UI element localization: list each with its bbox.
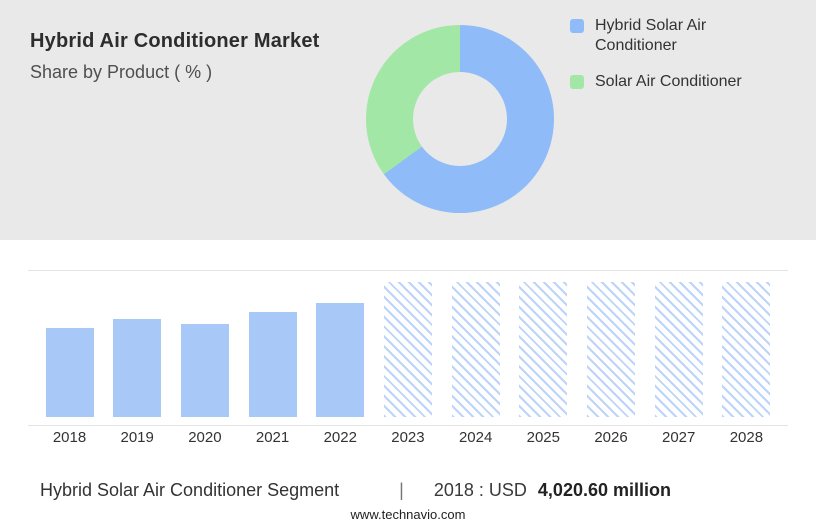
- bar-label: 2027: [662, 429, 696, 446]
- caption-value-group: 2018 : USD 4,020.60 million: [434, 480, 671, 501]
- bar-forecast: [383, 282, 432, 417]
- bar: [45, 328, 94, 417]
- bar-column: 2023: [374, 240, 441, 450]
- website-link: www.technavio.com: [350, 507, 466, 522]
- page-title: Hybrid Air Conditioner Market: [30, 30, 320, 52]
- bar-forecast: [519, 282, 568, 417]
- bar-forecast: [654, 282, 703, 417]
- caption-year-label: 2018 : USD: [433, 480, 527, 500]
- bar-label: 2020: [188, 429, 222, 446]
- page-subtitle: Share by Product ( % ): [30, 62, 213, 82]
- footer: www.technavio.com: [0, 507, 816, 522]
- gridline-top: [28, 270, 788, 271]
- bar-label: 2023: [391, 429, 425, 446]
- legend-item: Solar Air Conditioner: [570, 72, 780, 92]
- bar-label: 2024: [458, 429, 493, 446]
- legend-label: Hybrid Solar Air Conditioner: [595, 17, 707, 54]
- legend-label: Solar Air Conditioner: [595, 73, 742, 90]
- caption-separator: |: [399, 480, 404, 500]
- bar-column: 2022: [307, 240, 374, 450]
- bar-column: 2019: [104, 240, 171, 450]
- bar-chart-panel: 2018 2019 2020 2021 2022 2023 2024 2025 2026 2027…: [0, 240, 816, 470]
- bar: [180, 324, 229, 417]
- bar-column: 2021: [239, 240, 306, 450]
- bar-column: 2028: [713, 240, 780, 450]
- bar-label: 2022: [323, 429, 357, 446]
- x-axis-line: [28, 425, 788, 426]
- bar-column: 2020: [171, 240, 238, 450]
- bar-column: 2025: [510, 240, 577, 450]
- bar-forecast: [722, 282, 771, 417]
- header-panel: Hybrid Air Conditioner Market Share by P…: [0, 0, 816, 240]
- bar: [248, 312, 297, 417]
- caption: Hybrid Solar Air Conditioner Segment | 2…: [40, 480, 780, 501]
- caption-segment: Hybrid Solar Air Conditioner Segment: [40, 480, 340, 500]
- legend-item: Hybrid Solar Air Conditioner: [570, 16, 780, 56]
- title-block: Hybrid Air Conditioner Market Share by P…: [30, 30, 320, 83]
- bar-label: 2021: [255, 429, 290, 446]
- bar-chart: 2018 2019 2020 2021 2022 2023 2024 2025 2026 2027…: [36, 240, 780, 450]
- bar-label: 2026: [594, 429, 628, 446]
- bar-column: 2018: [36, 240, 103, 450]
- donut-hole: [413, 72, 507, 166]
- bar: [113, 319, 162, 417]
- bar-column: 2027: [645, 240, 712, 450]
- bar-label: 2025: [526, 429, 560, 446]
- bar-label: 2018: [52, 429, 87, 446]
- bar-column: 2024: [442, 240, 509, 450]
- bar-label: 2019: [120, 429, 154, 446]
- donut-chart: [366, 25, 554, 213]
- bar-column: 2026: [578, 240, 645, 450]
- bar-forecast: [451, 282, 500, 417]
- bar-label: 2028: [729, 429, 764, 446]
- legend: Hybrid Solar Air Conditioner Solar Air Co…: [570, 16, 780, 108]
- caption-value: 4,020.60 million: [537, 480, 671, 500]
- bar-forecast: [587, 282, 635, 417]
- legend-marker: [570, 75, 584, 89]
- legend-marker: [570, 19, 584, 33]
- bar: [316, 303, 365, 417]
